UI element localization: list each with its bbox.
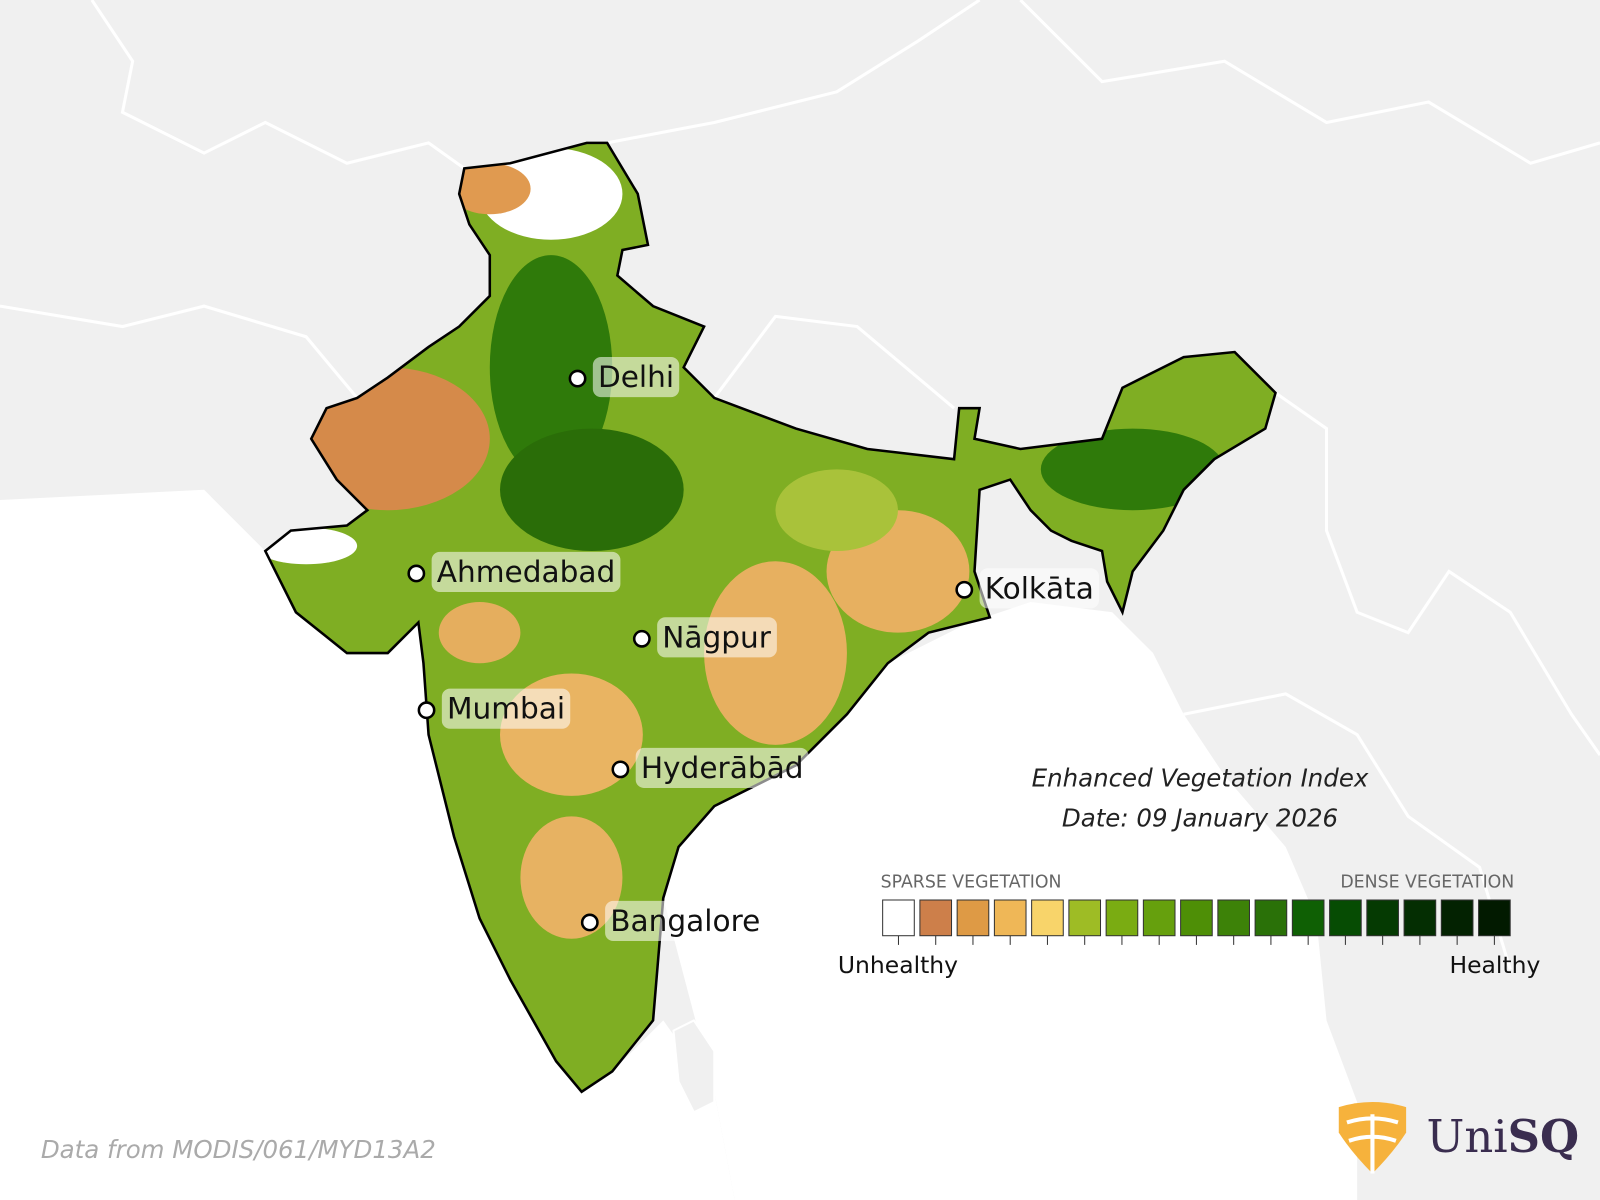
city: Ahmedabad [407,551,621,593]
city-label-halo [979,568,1100,609]
legend-swatch [882,899,915,937]
city: Hyderābād [611,747,809,788]
city-label: Bangalore [610,904,760,938]
city-label-halo [592,357,680,398]
legend-swatch [993,899,1027,937]
city-label: Delhi [598,360,674,394]
city-label-halo [441,688,571,729]
city-label: Ahmedabad [437,555,616,589]
legend-swatch [1180,899,1213,937]
city-label: Nāgpur [662,620,772,654]
city: Kolkāta [955,568,1100,609]
city-marker [580,913,599,932]
logo-part: Uni [1427,1109,1508,1162]
legend-swatch [1329,899,1362,937]
city-marker [407,564,426,583]
legend-swatch [1478,899,1511,937]
city-label: Mumbai [447,692,565,726]
legend: SPARSE VEGETATION DENSE VEGETATION Unhea… [838,873,1541,979]
city-label-halo [431,551,621,593]
legend-swatch [956,899,990,937]
legend-swatch [1366,899,1399,937]
logo-text: UniSQ [1427,1109,1580,1162]
city-label-halo [635,747,809,788]
city-marker [611,760,630,779]
legend-low-heading: SPARSE VEGETATION [881,873,1062,893]
city-label: Kolkāta [985,571,1094,605]
legend-high-label: Healthy [1449,951,1540,979]
legend-swatch [1440,899,1474,937]
city-label-halo [605,900,766,942]
logo: UniSQ [1338,1102,1580,1174]
city: Mumbai [417,688,571,729]
city-marker [632,629,651,648]
legend-swatch [1105,899,1139,937]
legend-low-label: Unhealthy [838,951,958,979]
arabian-sea [0,489,735,1200]
sri-lanka [672,1019,716,1114]
borders [0,0,1600,970]
map-date: Date: 09 January 2026 [1062,804,1338,833]
legend-swatch [1254,899,1288,937]
cities: Delhi Ahmedabad Nāgpur Mumbai Hyderābād Banga… [407,357,1100,942]
logo-part: SQ [1508,1109,1579,1162]
city-marker [568,369,587,388]
legend-swatch [919,899,953,937]
legend-swatch [1031,899,1064,937]
city: Bangalore [580,900,766,942]
map-title: Enhanced Vegetation Index [1032,764,1369,793]
city: Delhi [568,357,680,398]
city-marker [417,701,436,720]
city-label: Hyderābād [641,751,804,785]
city-label-halo [657,617,777,658]
legend-swatch [1068,899,1102,937]
city-marker [955,580,974,599]
legend-swatch [1142,899,1176,937]
legend-swatch [1217,899,1250,937]
city: Nāgpur [632,617,777,658]
legend-swatch [1291,899,1325,937]
source-note: Data from MODIS/061/MYD13A2 [41,1135,436,1164]
legend-swatch [1403,899,1437,937]
legend-high-heading: DENSE VEGETATION [1340,873,1514,893]
